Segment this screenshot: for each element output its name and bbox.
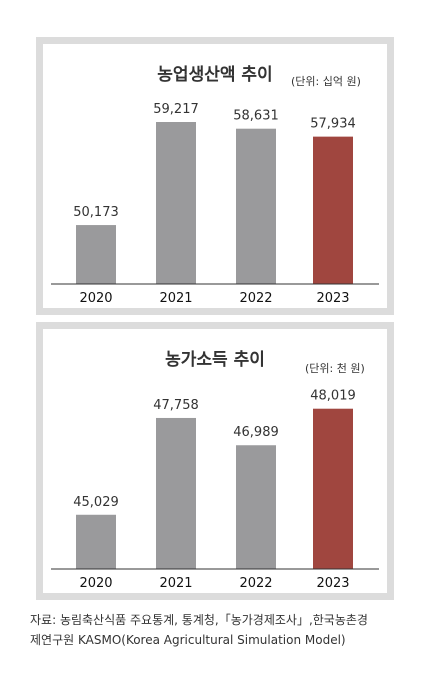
bar-2020 <box>76 514 116 569</box>
category-label-2023: 2023 <box>316 576 349 591</box>
category-label-2022: 2022 <box>239 576 272 591</box>
income-chart-area: 농가소득 추이 (단위: 천 원) 45,029 2020 47,758 2021 46… <box>43 329 387 593</box>
source-note: 자료: 농림축산식품 주요통계, 통계청,「농가경제조사」,한국농촌경 제연구원… <box>30 610 420 650</box>
source-line-2: 제연구원 KASMO(Korea Agricultural Simulation… <box>30 633 346 647</box>
bar-2021 <box>156 122 196 285</box>
bar-2022 <box>236 128 276 284</box>
value-label-2023: 57,934 <box>310 117 356 132</box>
category-label-2020: 2020 <box>79 291 112 306</box>
value-label-2022: 46,989 <box>233 425 279 440</box>
production-bar-chart: 50,173 2020 59,217 2021 58,631 2022 57,934 2023 <box>51 102 379 306</box>
category-label-2021: 2021 <box>159 576 192 591</box>
income-chart-panel: 농가소득 추이 (단위: 천 원) 45,029 2020 47,758 2021 46… <box>36 322 394 600</box>
category-label-2020: 2020 <box>79 576 112 591</box>
production-chart-panel: 농업생산액 추이 (단위: 십억 원) 50,173 2020 59,217 2021… <box>36 37 394 315</box>
value-label-2023: 48,019 <box>310 389 356 404</box>
bar-2023 <box>313 408 353 569</box>
income-chart-title: 농가소득 추이 <box>165 350 265 370</box>
income-bar-chart: 45,029 2020 47,758 2021 46,989 2022 48,019 2023 <box>51 389 379 591</box>
production-chart-unit: (단위: 십억 원) <box>291 75 361 88</box>
value-label-2022: 58,631 <box>233 109 279 124</box>
income-chart-unit: (단위: 천 원) <box>305 362 365 375</box>
value-label-2020: 50,173 <box>73 205 119 220</box>
bar-2020 <box>76 225 116 284</box>
source-line-1: 자료: 농림축산식품 주요통계, 통계청,「농가경제조사」,한국농촌경 <box>30 613 368 627</box>
value-label-2021: 59,217 <box>153 102 199 117</box>
bar-2023 <box>313 136 353 284</box>
production-chart-area: 농업생산액 추이 (단위: 십억 원) 50,173 2020 59,217 2021… <box>43 44 387 308</box>
category-label-2021: 2021 <box>159 291 192 306</box>
production-chart-title: 농업생산액 추이 <box>157 65 273 85</box>
category-label-2023: 2023 <box>316 291 349 306</box>
category-label-2022: 2022 <box>239 291 272 306</box>
bar-2022 <box>236 445 276 569</box>
bar-2021 <box>156 417 196 569</box>
value-label-2020: 45,029 <box>73 495 119 510</box>
value-label-2021: 47,758 <box>153 398 199 413</box>
